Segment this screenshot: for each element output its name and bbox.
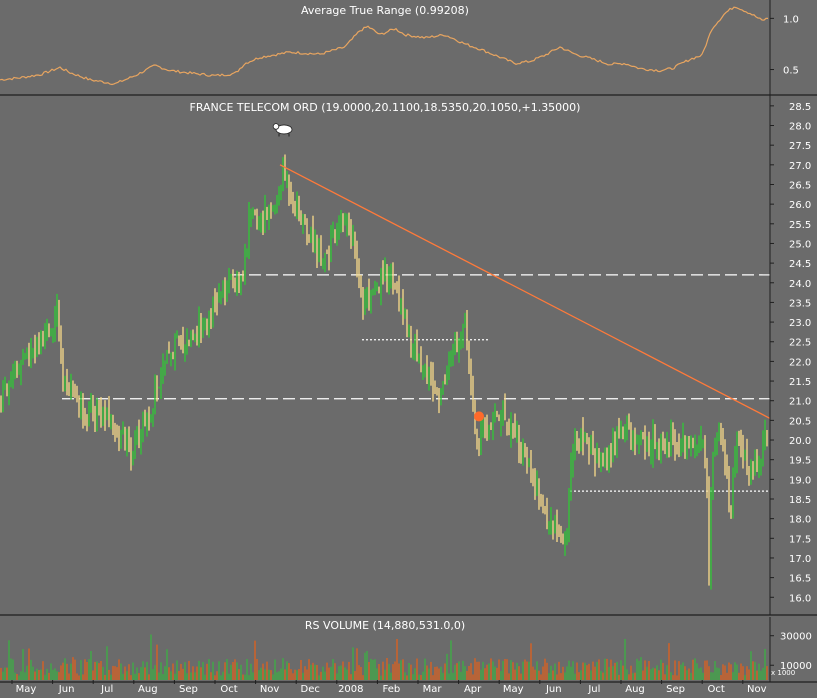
volume-tick-labels: 30000 10000 (770, 632, 812, 672)
price-tick-label: 20.5 (789, 416, 811, 427)
x-axis-labels: May Jun Jul Aug Sep Oct Nov Dec 2008 Feb Mar Apr May… (11, 680, 767, 695)
chart-annotations (272, 123, 484, 422)
price-tick-label: 19.5 (789, 456, 811, 467)
price-tick-label: 25.5 (789, 220, 811, 231)
price-bars (0, 154, 768, 590)
x-tick-label: Apr (464, 684, 482, 694)
bull-icon (272, 123, 293, 137)
x-tick-label: Jun (545, 684, 562, 694)
bull-icon-head (272, 123, 280, 130)
price-tick-label: 18.0 (789, 515, 811, 526)
x-tick-label: Aug (138, 684, 158, 694)
price-tick-label: 28.0 (789, 122, 811, 133)
x-tick-label: Oct (220, 684, 237, 694)
price-tick-label: 26.0 (789, 200, 811, 211)
downtrend-line (279, 164, 771, 419)
x-tick-label: Nov (747, 684, 767, 694)
price-tick-label: 23.5 (789, 298, 811, 309)
panel-frames (0, 0, 817, 683)
price-tick-label: 22.0 (789, 357, 811, 368)
atr-panel: Average True Range (0.99208) 1.0 0.5 (0, 4, 799, 86)
atr-tick-label: 1.0 (783, 14, 799, 25)
x-tick-label: May (503, 684, 524, 694)
price-tick-label: 24.5 (789, 259, 811, 270)
x-tick-label: May (16, 684, 37, 694)
x-tick-label: Dec (301, 684, 320, 694)
volume-title: RS VOLUME (14,880,531.0,0) (305, 619, 465, 632)
x-tick-label: Oct (708, 684, 725, 694)
volume-tick-label: 30000 (780, 632, 812, 643)
x-tick-label: 2008 (338, 684, 363, 694)
price-title: FRANCE TELECOM ORD (19.0000,20.1100,18.5… (190, 101, 581, 114)
price-tick-label: 25.0 (789, 239, 811, 250)
atr-title: Average True Range (0.99208) (301, 4, 469, 17)
price-tick-label: 24.0 (789, 279, 811, 290)
price-tick-label: 27.5 (789, 141, 811, 152)
price-tick-label: 21.5 (789, 377, 811, 388)
atr-line (0, 6, 768, 86)
signal-dot (474, 411, 484, 422)
price-tick-label: 17.0 (789, 554, 811, 565)
volume-panel: RS VOLUME (14,880,531.0,0) 30000 10000 x … (0, 619, 812, 680)
x-tick-label: Sep (666, 684, 685, 694)
price-tick-label: 23.0 (789, 318, 811, 329)
price-tick-label: 19.0 (789, 475, 811, 486)
price-tick-labels: 28.5 28.0 27.5 27.0 26.5 26.0 25.5 25.0 24.5 24.0… (770, 102, 811, 604)
price-tick-label: 28.5 (789, 102, 811, 113)
price-tick-label: 21.0 (789, 397, 811, 408)
price-tick-label: 16.5 (789, 574, 811, 585)
price-tick-label: 27.0 (789, 161, 811, 172)
x-tick-label: Jun (58, 684, 75, 694)
volume-bars (0, 634, 768, 680)
x-tick-label: Jul (100, 684, 113, 694)
x-tick-label: Nov (260, 684, 280, 694)
price-panel: FRANCE TELECOM ORD (19.0000,20.1100,18.5… (0, 101, 811, 604)
volume-unit-label: x 1000 (771, 669, 795, 677)
volume-tick-label: 10000 (780, 661, 812, 672)
x-tick-label: Mar (423, 684, 443, 694)
price-tick-label: 18.5 (789, 495, 811, 506)
atr-tick-labels: 1.0 0.5 (770, 14, 799, 77)
price-tick-label: 26.5 (789, 180, 811, 191)
price-tick-label: 22.5 (789, 338, 811, 349)
x-tick-label: Feb (383, 684, 401, 694)
x-tick-label: Jul (587, 684, 600, 694)
atr-tick-label: 0.5 (783, 66, 799, 77)
price-tick-label: 16.0 (789, 593, 811, 604)
x-tick-label: Sep (179, 684, 198, 694)
x-tick-label: Aug (625, 684, 645, 694)
price-tick-label: 20.0 (789, 436, 811, 447)
price-tick-label: 17.5 (789, 534, 811, 545)
